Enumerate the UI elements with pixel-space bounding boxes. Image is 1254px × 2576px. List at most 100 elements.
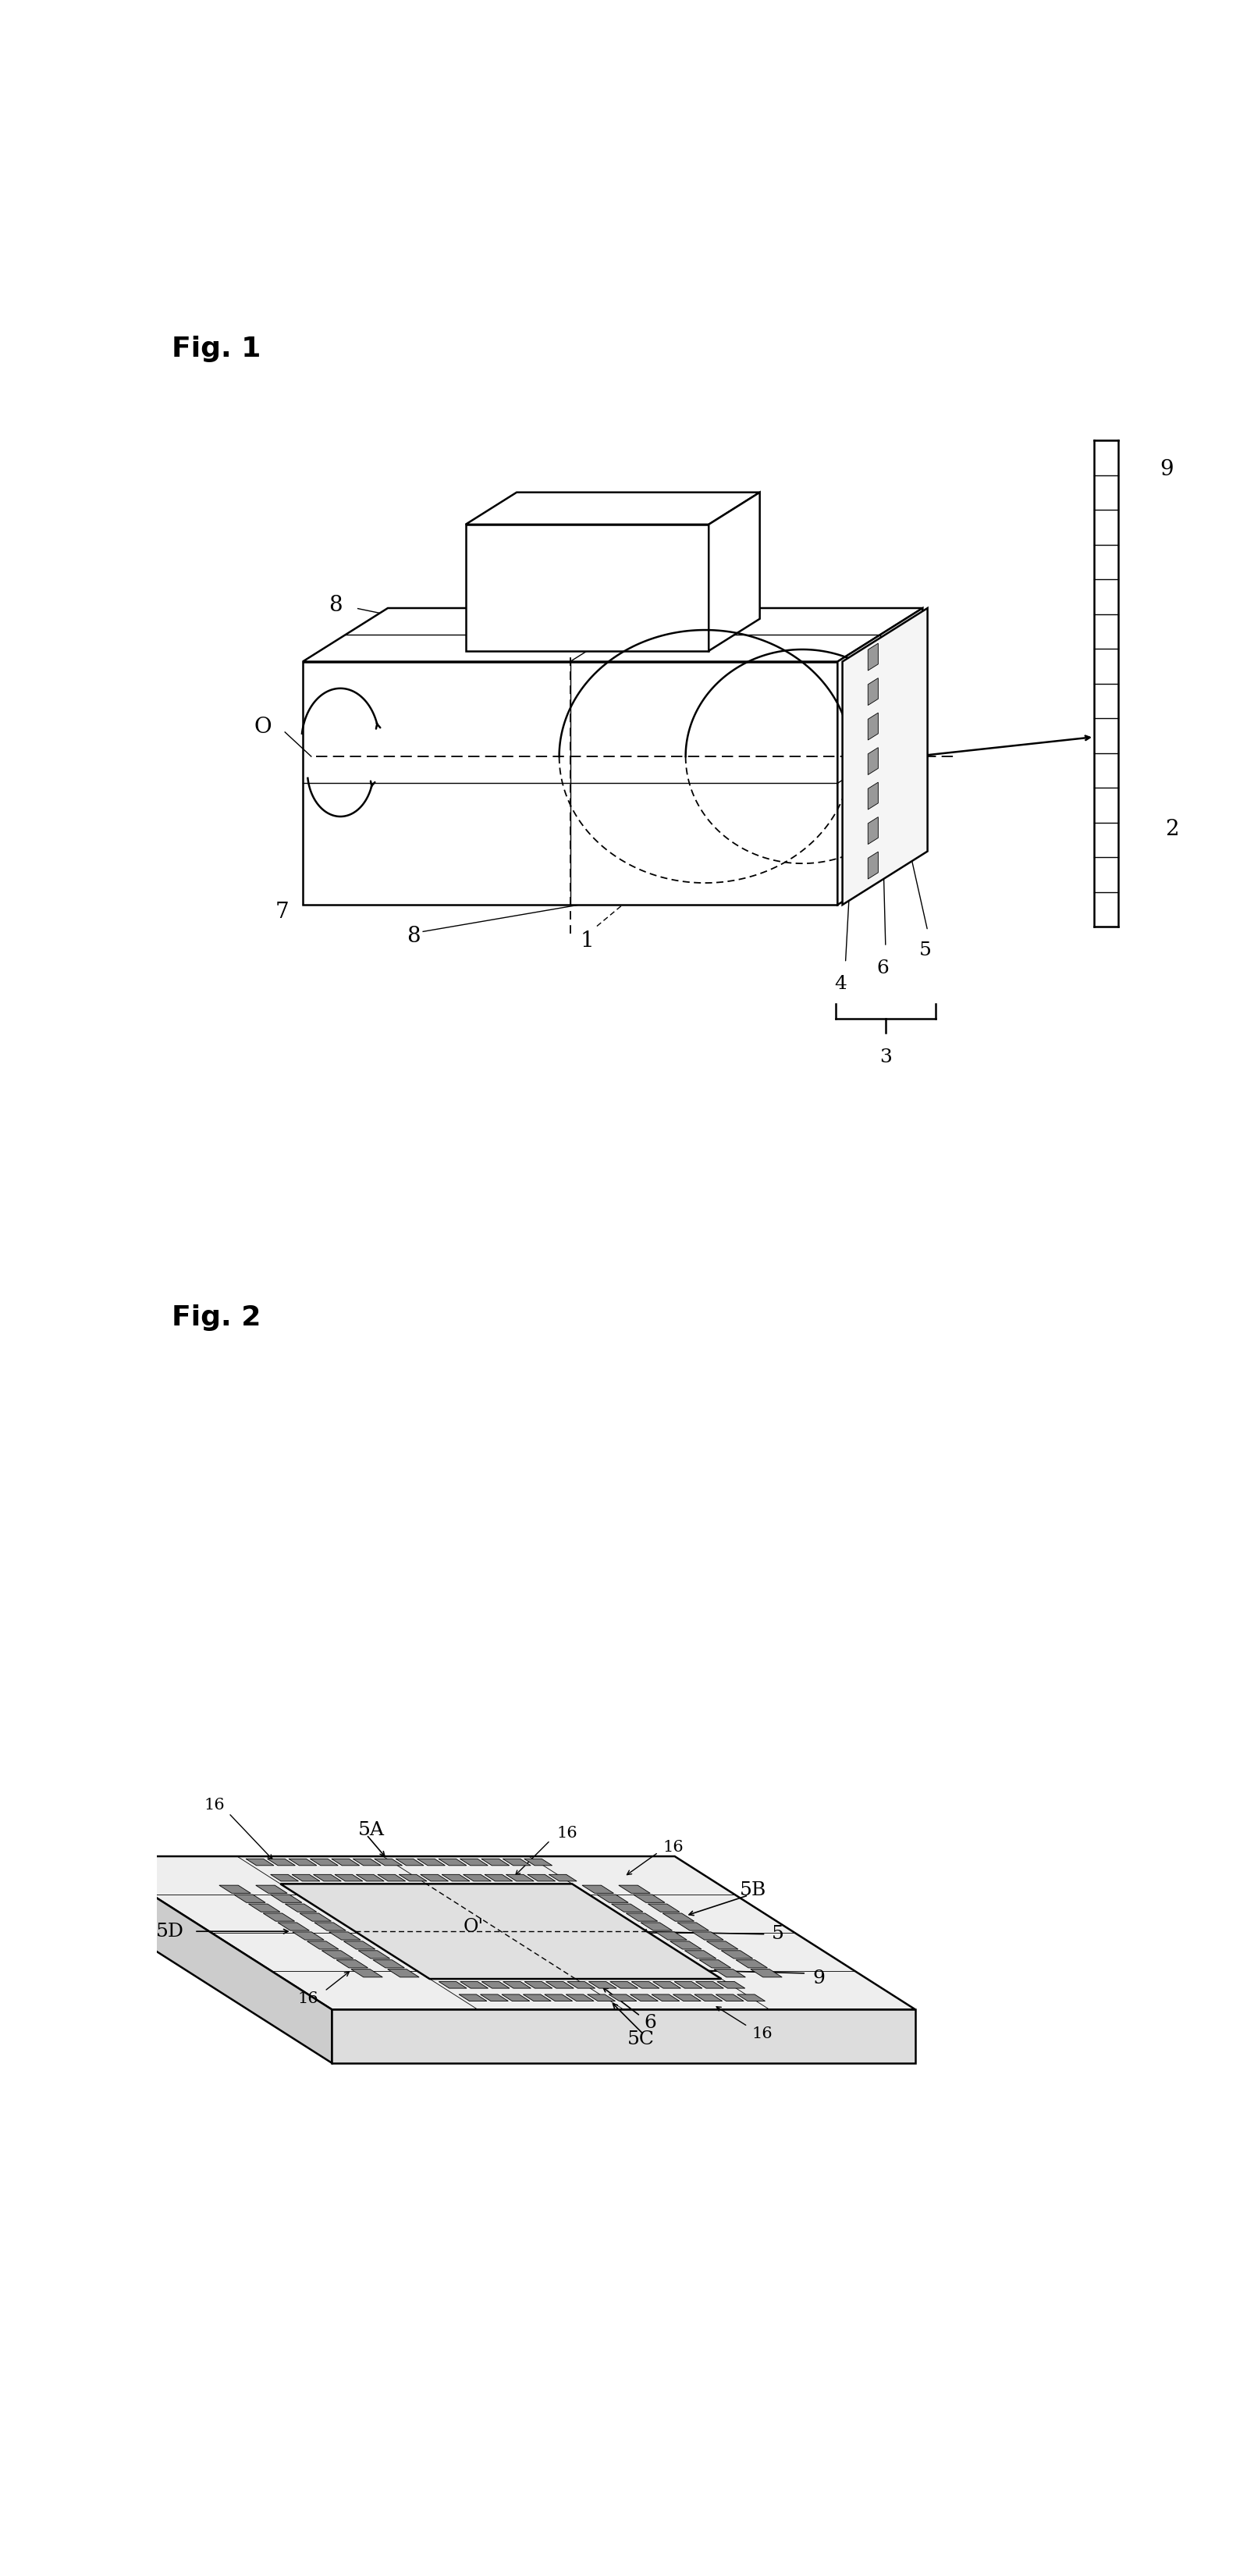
Polygon shape bbox=[463, 1875, 490, 1880]
Polygon shape bbox=[868, 677, 878, 706]
Text: 8: 8 bbox=[406, 925, 420, 948]
Text: 16: 16 bbox=[297, 1991, 319, 2007]
Polygon shape bbox=[233, 1893, 266, 1904]
Polygon shape bbox=[672, 1994, 701, 2002]
Polygon shape bbox=[868, 817, 878, 845]
Polygon shape bbox=[670, 1942, 701, 1950]
Polygon shape bbox=[677, 1922, 709, 1929]
Polygon shape bbox=[655, 1932, 686, 1940]
Polygon shape bbox=[480, 1994, 508, 2002]
Polygon shape bbox=[372, 1960, 404, 1968]
Polygon shape bbox=[714, 1968, 745, 1978]
Polygon shape bbox=[608, 1994, 636, 2002]
Polygon shape bbox=[482, 1981, 509, 1989]
Text: 3: 3 bbox=[879, 1048, 892, 1066]
Text: 5A: 5A bbox=[357, 1821, 384, 1839]
Polygon shape bbox=[331, 1860, 360, 1865]
Text: Fig. 2: Fig. 2 bbox=[172, 1303, 261, 1332]
Polygon shape bbox=[460, 1860, 488, 1865]
Polygon shape bbox=[695, 1981, 724, 1989]
Polygon shape bbox=[315, 1922, 346, 1929]
Polygon shape bbox=[647, 1904, 680, 1911]
Polygon shape bbox=[359, 1950, 390, 1958]
Text: 5B: 5B bbox=[740, 1880, 766, 1899]
Polygon shape bbox=[736, 1994, 765, 2002]
Polygon shape bbox=[662, 1914, 693, 1922]
Polygon shape bbox=[548, 1875, 577, 1880]
Polygon shape bbox=[685, 1950, 716, 1958]
Polygon shape bbox=[92, 1857, 915, 2009]
Polygon shape bbox=[465, 492, 760, 526]
Polygon shape bbox=[465, 526, 709, 652]
Text: 9: 9 bbox=[1160, 459, 1174, 479]
Polygon shape bbox=[706, 1942, 737, 1950]
Polygon shape bbox=[582, 1886, 613, 1893]
Polygon shape bbox=[503, 1860, 530, 1865]
Polygon shape bbox=[395, 1860, 424, 1865]
Polygon shape bbox=[693, 1994, 722, 2002]
Polygon shape bbox=[302, 608, 922, 662]
Polygon shape bbox=[716, 1981, 745, 1989]
Polygon shape bbox=[651, 1994, 680, 2002]
Polygon shape bbox=[292, 1932, 324, 1940]
Polygon shape bbox=[256, 1886, 287, 1893]
Polygon shape bbox=[750, 1968, 781, 1978]
Text: 16: 16 bbox=[203, 1798, 224, 1814]
Polygon shape bbox=[439, 1860, 466, 1865]
Polygon shape bbox=[524, 1981, 552, 1989]
Polygon shape bbox=[344, 1942, 375, 1950]
Polygon shape bbox=[420, 1875, 448, 1880]
Polygon shape bbox=[673, 1981, 702, 1989]
Polygon shape bbox=[868, 783, 878, 809]
Polygon shape bbox=[587, 1994, 614, 2002]
Polygon shape bbox=[277, 1922, 310, 1929]
Polygon shape bbox=[263, 1914, 295, 1922]
Text: 8: 8 bbox=[329, 595, 342, 616]
Polygon shape bbox=[611, 1904, 642, 1911]
Polygon shape bbox=[271, 1875, 298, 1880]
Polygon shape bbox=[399, 1875, 426, 1880]
Polygon shape bbox=[523, 1994, 551, 2002]
Polygon shape bbox=[618, 1886, 650, 1893]
Polygon shape bbox=[92, 1857, 331, 2063]
Polygon shape bbox=[441, 1875, 469, 1880]
Text: 16: 16 bbox=[556, 1826, 577, 1842]
Polygon shape bbox=[280, 1883, 721, 1978]
Polygon shape bbox=[335, 1875, 362, 1880]
Text: O': O' bbox=[463, 1917, 483, 1935]
Text: 6: 6 bbox=[877, 958, 888, 976]
Polygon shape bbox=[387, 1968, 419, 1978]
Polygon shape bbox=[321, 1950, 354, 1958]
Polygon shape bbox=[868, 644, 878, 670]
Text: 4: 4 bbox=[834, 976, 846, 994]
Polygon shape bbox=[721, 1950, 752, 1958]
Polygon shape bbox=[597, 1893, 628, 1904]
Polygon shape bbox=[219, 1886, 251, 1893]
Polygon shape bbox=[735, 1960, 767, 1968]
Polygon shape bbox=[267, 1860, 295, 1865]
Text: 7: 7 bbox=[275, 902, 288, 922]
Polygon shape bbox=[641, 1922, 672, 1929]
Polygon shape bbox=[336, 1960, 367, 1968]
Polygon shape bbox=[351, 1968, 382, 1978]
Text: 5C: 5C bbox=[627, 2030, 655, 2048]
Text: 5: 5 bbox=[919, 940, 932, 958]
Polygon shape bbox=[482, 1860, 509, 1865]
Polygon shape bbox=[545, 1981, 573, 1989]
Polygon shape bbox=[868, 747, 878, 775]
Polygon shape bbox=[300, 1914, 331, 1922]
Text: 1: 1 bbox=[579, 930, 593, 951]
Polygon shape bbox=[356, 1875, 384, 1880]
Text: 6: 6 bbox=[643, 2014, 656, 2032]
Polygon shape bbox=[329, 1932, 360, 1940]
Polygon shape bbox=[544, 1994, 572, 2002]
Polygon shape bbox=[314, 1875, 341, 1880]
Polygon shape bbox=[285, 1904, 316, 1911]
Polygon shape bbox=[292, 1875, 320, 1880]
Polygon shape bbox=[527, 1875, 556, 1880]
Polygon shape bbox=[503, 1981, 530, 1989]
Polygon shape bbox=[633, 1893, 665, 1904]
Polygon shape bbox=[868, 853, 878, 878]
Polygon shape bbox=[352, 1860, 381, 1865]
Polygon shape bbox=[709, 492, 760, 652]
